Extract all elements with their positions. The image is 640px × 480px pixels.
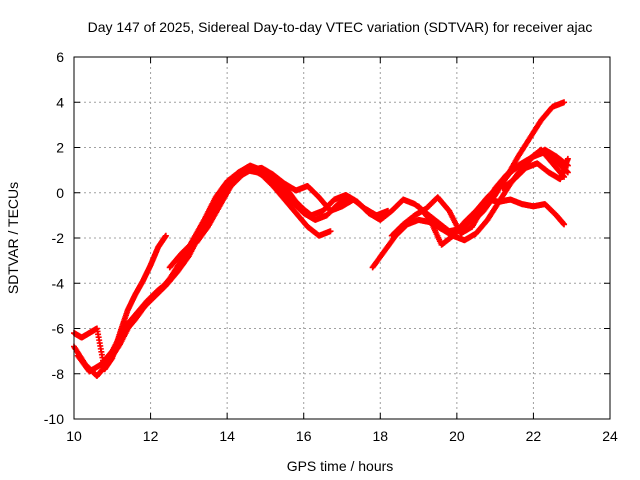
x-tick-label: 14 [219,428,235,444]
x-tick-label: 16 [296,428,312,444]
y-tick-label: -10 [44,411,64,427]
series-track-12 [499,155,571,192]
y-tick-label: 0 [56,185,64,201]
y-tick-label: 2 [56,140,64,156]
x-axis-label: GPS time / hours [287,458,394,474]
data-points [71,99,571,380]
series-track-11 [484,196,568,228]
data-point [561,221,568,228]
chart-title: Day 147 of 2025, Sidereal Day-to-day VTE… [88,19,593,35]
x-tick-label: 20 [449,428,465,444]
data-point [162,232,169,239]
y-tick-label: 4 [56,94,64,110]
y-tick-label: -2 [52,230,65,246]
data-point [327,228,334,235]
y-tick-label: 6 [56,49,64,65]
x-tick-label: 22 [526,428,542,444]
x-tick-label: 24 [602,428,618,444]
y-tick-label: -4 [52,275,65,291]
data-point [564,155,571,162]
y-axis-label: SDTVAR / TECUs [5,182,21,294]
data-point [561,99,568,106]
x-tick-label: 10 [66,428,82,444]
y-tick-label: -6 [52,321,65,337]
x-tick-label: 18 [372,428,388,444]
x-tick-label: 12 [143,428,159,444]
y-tick-label: -8 [52,366,65,382]
series-track-10 [469,99,568,226]
